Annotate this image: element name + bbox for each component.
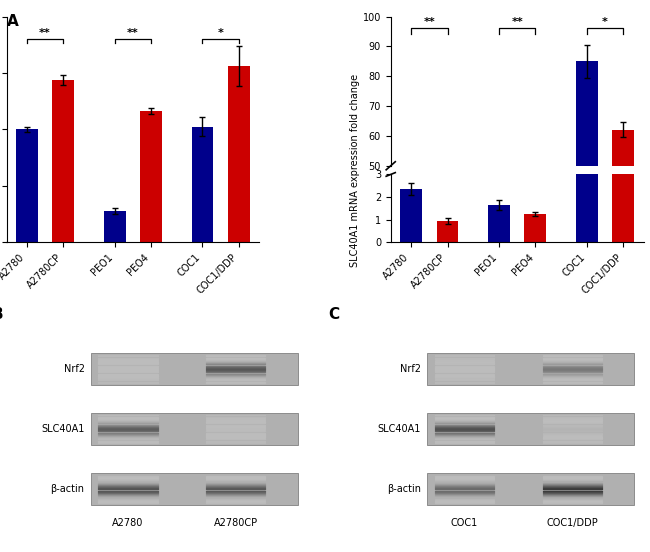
Bar	[90, 473, 298, 506]
Bar	[192, 126, 213, 242]
Text: SLC40A1: SLC40A1	[41, 424, 84, 434]
Text: *: *	[602, 17, 608, 27]
Bar	[400, 189, 422, 242]
Bar	[488, 310, 510, 315]
Text: **: **	[423, 17, 435, 27]
Text: β-actin: β-actin	[51, 484, 84, 495]
Bar	[576, 61, 598, 315]
Bar	[90, 353, 298, 385]
Text: A2780CP: A2780CP	[214, 518, 258, 528]
Text: *: *	[218, 28, 224, 38]
Bar	[427, 473, 634, 506]
Bar	[427, 413, 634, 445]
Bar	[525, 214, 547, 242]
Text: Nrf2: Nrf2	[400, 364, 421, 374]
Bar	[228, 66, 250, 242]
Bar	[400, 308, 422, 315]
Bar	[437, 312, 458, 315]
Text: C: C	[328, 307, 339, 322]
Bar	[103, 211, 125, 242]
Bar	[612, 0, 634, 242]
Text: **: **	[512, 17, 523, 27]
Text: COC1/DDP: COC1/DDP	[547, 518, 598, 528]
Text: A: A	[6, 14, 18, 29]
Bar	[427, 353, 634, 385]
Bar	[612, 130, 634, 315]
Text: Nrf2: Nrf2	[64, 364, 84, 374]
Bar	[90, 413, 298, 445]
Bar	[52, 80, 74, 242]
Text: β-actin: β-actin	[387, 484, 421, 495]
Bar	[525, 311, 547, 315]
Text: **: **	[127, 28, 138, 38]
Text: **: **	[39, 28, 51, 38]
Text: COC1: COC1	[451, 518, 478, 528]
Bar	[437, 221, 458, 242]
Text: B: B	[0, 307, 3, 322]
Bar	[488, 205, 510, 242]
Text: SLC40A1 mRNA expression fold change: SLC40A1 mRNA expression fold change	[350, 73, 360, 267]
Bar	[16, 129, 38, 242]
Text: A2780: A2780	[112, 518, 144, 528]
Bar	[140, 111, 162, 242]
Text: SLC40A1: SLC40A1	[378, 424, 421, 434]
Bar	[576, 0, 598, 242]
